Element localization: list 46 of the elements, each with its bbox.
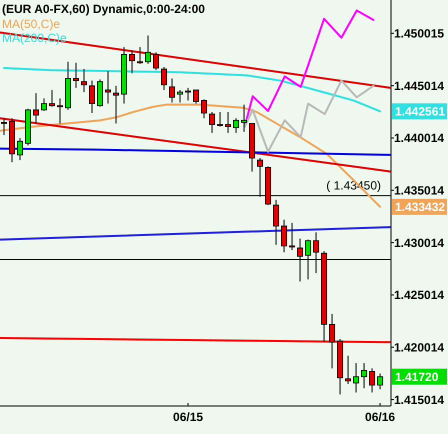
candlestick — [273, 199, 280, 246]
candlestick — [201, 98, 208, 119]
candlestick — [329, 313, 336, 369]
y-tick-label: 1.435014 — [394, 183, 444, 198]
y-tick-label: 1.445014 — [394, 78, 444, 93]
candlestick — [105, 70, 112, 104]
candlestick — [41, 98, 48, 112]
candlestick — [209, 111, 216, 134]
text: 1.41720 — [395, 370, 438, 384]
x-tick-label: 06/16 — [365, 410, 396, 424]
candlestick — [129, 50, 136, 74]
chart-title: (EUR A0-FX,60) Dynamic,0:00-24:00 — [2, 2, 206, 16]
y-tick-label: 1.430014 — [394, 236, 444, 250]
candlestick — [217, 111, 224, 128]
candlestick — [161, 66, 168, 90]
candlestick — [281, 219, 288, 253]
candlestick — [73, 62, 80, 88]
candlestick — [377, 373, 384, 390]
data-label: 1.442561 — [395, 104, 446, 119]
candlestick — [289, 222, 296, 251]
candlestick — [225, 111, 232, 134]
candlestick — [193, 89, 200, 104]
candlestick — [89, 80, 96, 114]
candlestick — [17, 138, 24, 161]
data-label: 1.433432 — [395, 200, 446, 214]
y-tick-label: 1.415014 — [394, 392, 444, 407]
y-tick-label: 1.440014 — [394, 131, 444, 146]
candlestick — [353, 362, 360, 393]
y-tick-label: 1.420014 — [394, 340, 444, 354]
y-tick-label: 1.450015 — [394, 26, 444, 41]
y-tick-label: 1.425014 — [394, 288, 444, 302]
candlestick — [369, 368, 376, 393]
candlestick — [345, 355, 352, 385]
candlestick — [361, 362, 368, 389]
candlestick — [233, 118, 240, 134]
candlestick — [169, 78, 176, 104]
candlestick — [241, 104, 248, 132]
candlestick — [145, 35, 152, 64]
candlestick — [177, 89, 184, 104]
candlestick — [113, 85, 120, 124]
candlestick — [81, 68, 88, 93]
text: MA(50,C)e — [2, 17, 60, 31]
candlestick — [153, 52, 160, 71]
x-tick-label: 06/15 — [173, 410, 204, 424]
candlestick — [185, 87, 192, 101]
candlestick — [49, 89, 56, 108]
